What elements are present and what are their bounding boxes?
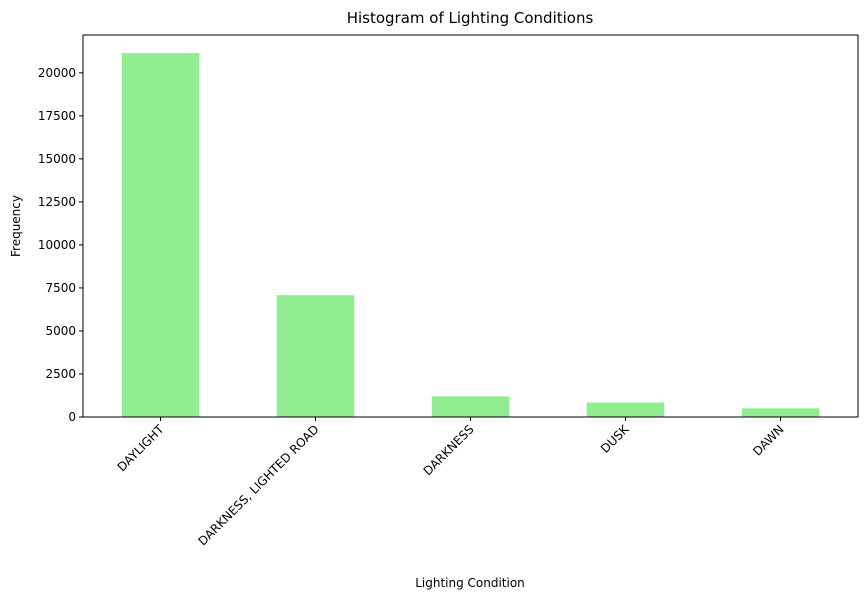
y-tick-label: 15000 bbox=[38, 152, 76, 166]
x-tick-label: DUSK bbox=[598, 421, 632, 455]
bar-dawn bbox=[741, 408, 820, 417]
bars-group bbox=[121, 53, 820, 417]
y-tick-label: 2500 bbox=[45, 367, 76, 381]
x-tick-label: DARKNESS bbox=[421, 422, 477, 478]
y-tick-label: 12500 bbox=[38, 195, 76, 209]
y-tick-label: 0 bbox=[68, 410, 76, 424]
y-ticks-group: 0 2500 5000 7500 10000 12500 15000 17500 20000 bbox=[38, 66, 83, 424]
x-tick-label: DAYLIGHT bbox=[115, 422, 167, 474]
bar-darkness-lighted-road bbox=[276, 295, 355, 417]
x-ticks-group: DAYLIGHT DARKNESS, LIGHTED ROAD DARKNESS DU… bbox=[115, 417, 787, 548]
y-tick-label: 20000 bbox=[38, 66, 76, 80]
y-tick-label: 5000 bbox=[45, 324, 76, 338]
y-axis-label: Frequency bbox=[9, 195, 23, 257]
bar-dusk bbox=[586, 402, 665, 417]
y-tick-label: 17500 bbox=[38, 109, 76, 123]
x-tick-label: DAWN bbox=[750, 422, 786, 458]
y-tick-label: 7500 bbox=[45, 281, 76, 295]
x-tick-label: DARKNESS, LIGHTED ROAD bbox=[195, 422, 321, 548]
y-tick-label: 10000 bbox=[38, 238, 76, 252]
bar-darkness bbox=[431, 396, 510, 417]
chart-title: Histogram of Lighting Conditions bbox=[347, 9, 594, 27]
x-axis-label: Lighting Condition bbox=[415, 576, 525, 590]
bar-daylight bbox=[121, 53, 200, 417]
plot-frame bbox=[82, 34, 859, 418]
